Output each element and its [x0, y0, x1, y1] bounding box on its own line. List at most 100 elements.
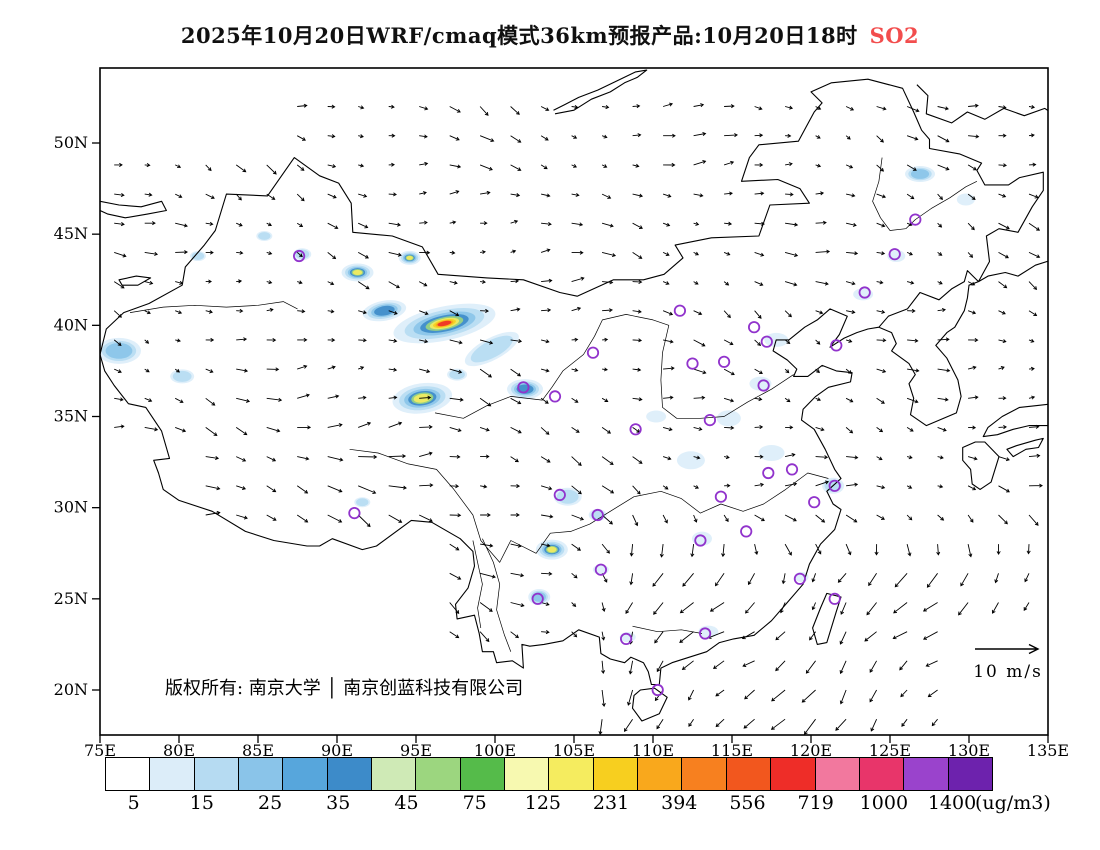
lon-tick-label: 100E — [474, 741, 516, 760]
city-marker — [828, 592, 841, 605]
city-marker — [531, 592, 544, 605]
city-marker — [548, 390, 562, 403]
so2-contour-patch — [646, 410, 667, 423]
colorbar-cell-9 — [505, 758, 550, 790]
title-species-label: SO2 — [869, 23, 920, 48]
city-marker — [858, 286, 871, 299]
so2-contour-patch — [352, 269, 363, 276]
coastlines-borders — [100, 69, 1048, 722]
concentration-blobs — [100, 165, 975, 643]
so2-contour-patch — [716, 410, 741, 427]
so2-contour-patch — [172, 370, 192, 382]
city-marker — [909, 213, 922, 226]
city-marker — [694, 534, 707, 547]
city-marker — [793, 572, 807, 585]
colorbar-cell-1 — [150, 758, 195, 790]
city-marker — [651, 683, 664, 697]
colorbar-cell-16 — [815, 758, 860, 790]
so2-contour-patch — [295, 249, 310, 259]
so2-contour-patch — [356, 498, 369, 507]
so2-contour-patch — [406, 255, 413, 260]
colorbar-label-125: 125 — [524, 792, 561, 814]
so2-contour-patch — [374, 305, 395, 316]
colorbar-cell-8 — [460, 758, 506, 790]
colorbar-label-15: 15 — [189, 792, 214, 814]
axis-ticks: 75E 80E 85E 90E 95E 100E 105E 110E 115E 120E 125E 1… — [54, 133, 1069, 760]
city-marker — [785, 463, 799, 476]
so2-contour-patch — [437, 320, 452, 327]
city-marker — [757, 379, 770, 392]
colorbar-cell-6 — [372, 758, 417, 790]
city-marker — [808, 496, 821, 509]
colorbar-label-394: 394 — [661, 792, 698, 814]
wind-scale-label: 10 m/s — [973, 662, 1043, 682]
city-marker — [717, 355, 731, 368]
colorbar-label-35: 35 — [326, 792, 351, 814]
map-frame — [99, 67, 1049, 736]
city-marker — [698, 627, 712, 640]
city-marker — [740, 525, 753, 538]
lat-tick-label: 25N — [54, 589, 88, 608]
so2-contour-patch — [676, 451, 705, 470]
city-marker — [714, 490, 728, 503]
city-marker — [629, 423, 642, 436]
city-marker — [594, 563, 608, 576]
city-marker — [673, 304, 687, 317]
city-marker — [762, 466, 775, 480]
lon-tick-label: 125E — [869, 741, 911, 760]
so2-contour-patch — [258, 232, 271, 240]
colorbar-label-5: 5 — [127, 792, 140, 814]
lon-tick-label: 90E — [321, 741, 353, 760]
colorbar-cell-11 — [593, 758, 639, 790]
lon-tick-label: 105E — [553, 741, 595, 760]
city-marker — [828, 479, 841, 492]
lon-tick-label: 130E — [948, 741, 990, 760]
lon-tick-label: 85E — [242, 741, 274, 760]
colorbar-label-719: 719 — [797, 792, 834, 814]
colorbar-cell-7 — [416, 758, 461, 790]
lon-tick-label: 75E — [84, 741, 116, 760]
so2-contour-patch — [758, 444, 785, 461]
title-text: 2025年10月20日WRF/cmaq模式36km预报产品:10月20日18时 — [180, 23, 858, 48]
city-marker — [292, 249, 306, 263]
so2-contour-patch — [470, 335, 513, 363]
colorbar-cell-15 — [771, 758, 816, 790]
colorbar-cell-10 — [549, 758, 594, 790]
colorbar-label-1000: 1000 — [859, 792, 909, 814]
lon-tick-label: 120E — [790, 741, 832, 760]
city-marker — [686, 357, 699, 370]
colorbar-cell-2 — [194, 758, 240, 790]
colorbar-wrap — [105, 757, 993, 791]
lat-tick-label: 45N — [54, 224, 88, 243]
colorbar-cell-18 — [904, 758, 949, 790]
so2-contour-patch — [105, 342, 133, 359]
city-marker — [747, 321, 761, 334]
colorbar-label-556: 556 — [729, 792, 766, 814]
colorbar-cell-12 — [638, 758, 683, 790]
so2-contour-patch — [956, 193, 975, 206]
so2-contour-patch — [910, 169, 930, 179]
wind-scale-arrow-icon — [975, 643, 1040, 655]
colorbar-cell-4 — [283, 758, 328, 790]
lon-tick-label: 115E — [711, 741, 753, 760]
lon-tick-label: 135E — [1027, 741, 1069, 760]
colorbar-cell-5 — [327, 758, 373, 790]
lat-tick-label: 35N — [54, 407, 88, 426]
lat-tick-label: 50N — [54, 133, 88, 152]
city-marker — [830, 339, 843, 352]
city-marker — [703, 413, 717, 427]
colorbar-cell-3 — [239, 758, 284, 790]
colorbar-cell-13 — [682, 758, 727, 790]
colorbar — [105, 757, 993, 791]
so2-contour-patch — [556, 489, 579, 504]
so2-contour-patch — [547, 546, 557, 553]
lat-tick-label: 20N — [54, 680, 88, 699]
colorbar-labels: 5 15 25 35 45 75 125 231 394 556 719 1000 1400 — [105, 792, 993, 818]
lon-tick-label: 80E — [163, 741, 195, 760]
rivers-path — [129, 157, 978, 652]
colorbar-cell-17 — [859, 758, 905, 790]
city-marker — [586, 346, 600, 359]
city-marker — [619, 632, 633, 646]
